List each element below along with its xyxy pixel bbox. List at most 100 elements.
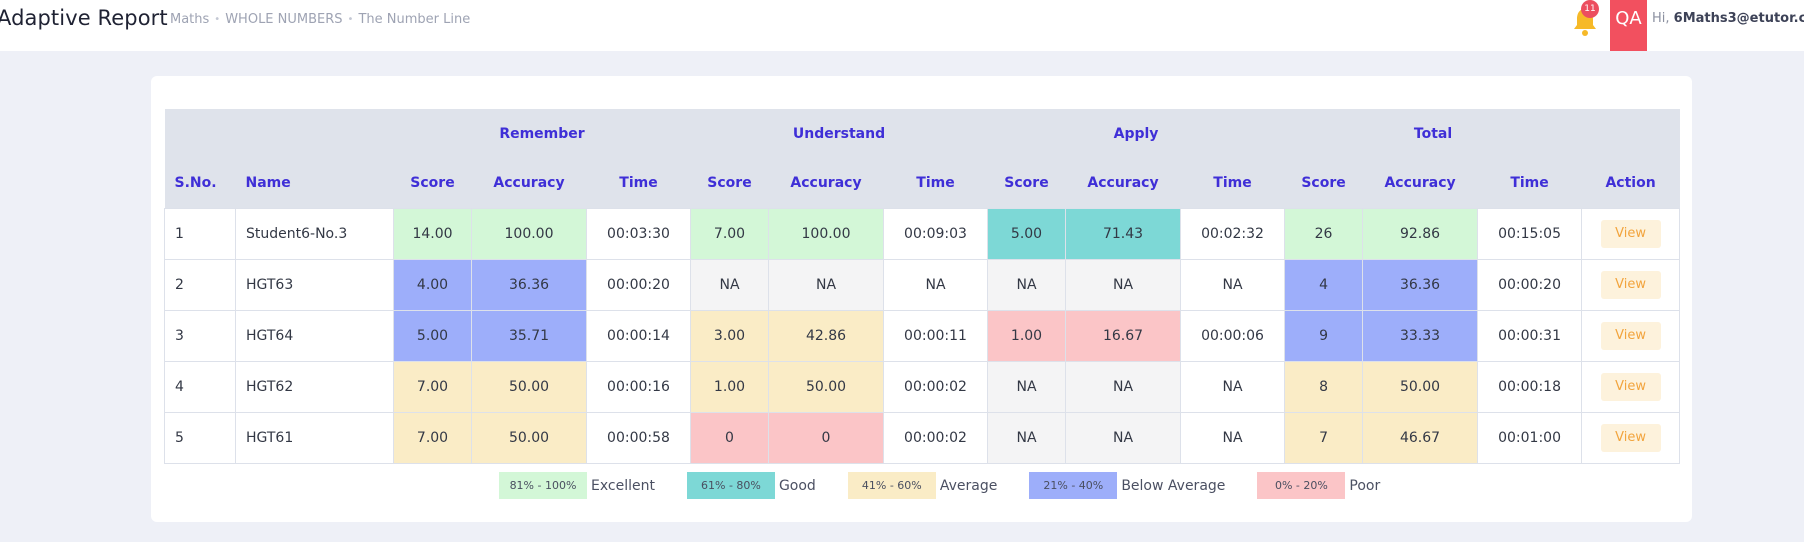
view-button[interactable]: View — [1600, 373, 1661, 401]
column-header-time: Time — [586, 158, 691, 209]
view-button[interactable]: View — [1600, 424, 1661, 452]
notification-badge: 11 — [1581, 0, 1599, 18]
cell-name: HGT62 — [235, 361, 394, 413]
cell-total-score: 4 — [1284, 259, 1364, 311]
cell-remember-score: 5.00 — [393, 310, 472, 362]
cell-apply-time: NA — [1179, 412, 1286, 464]
breadcrumb: Maths • WHOLE NUMBERS • The Number Line — [170, 12, 470, 27]
user-greeting[interactable]: Hi, 6Maths3@etutor.co — [1652, 11, 1804, 26]
cell-understand-time: 00:09:03 — [883, 208, 988, 260]
legend-label: Average — [939, 477, 998, 494]
legend-label: Below Average — [1121, 477, 1226, 494]
group-header-understand: Understand — [690, 109, 988, 158]
cell-apply-accuracy: 71.43 — [1065, 208, 1181, 260]
cell-total-time: 00:00:31 — [1477, 310, 1583, 362]
breadcrumb-separator: • — [347, 14, 354, 25]
column-header-accuracy: Accuracy — [1362, 158, 1478, 209]
cell-total-score: 7 — [1284, 412, 1364, 464]
cell-understand-score: 3.00 — [690, 310, 769, 362]
table-row: 3 HGT64 5.00 35.71 00:00:14 3.00 42.86 0… — [164, 310, 1681, 362]
cell-sno: 1 — [164, 208, 236, 260]
cell-apply-time: 00:00:06 — [1179, 310, 1286, 362]
group-header-blank — [164, 109, 394, 158]
cell-total-score: 8 — [1284, 361, 1364, 413]
cell-total-score: 26 — [1284, 208, 1364, 260]
cell-apply-score: 5.00 — [987, 208, 1066, 260]
cell-name: HGT63 — [235, 259, 394, 311]
cell-understand-score: 7.00 — [690, 208, 769, 260]
breadcrumb-separator: • — [214, 14, 221, 25]
table-row: 2 HGT63 4.00 36.36 00:00:20 NA NA NA NA … — [164, 259, 1681, 311]
column-header-name: Name — [235, 158, 394, 209]
column-header-score: Score — [1284, 158, 1363, 209]
breadcrumb-subject[interactable]: Maths — [170, 12, 210, 27]
cell-remember-score: 7.00 — [393, 412, 472, 464]
cell-remember-accuracy: 50.00 — [471, 361, 587, 413]
cell-total-time: 00:00:18 — [1477, 361, 1583, 413]
cell-total-time: 00:00:20 — [1477, 259, 1583, 311]
cell-remember-score: 7.00 — [393, 361, 472, 413]
group-header-remember: Remember — [393, 109, 691, 158]
page-title: Adaptive Report — [0, 6, 168, 30]
cell-apply-accuracy: NA — [1065, 361, 1181, 413]
cell-understand-accuracy: 50.00 — [768, 361, 884, 413]
legend-item-good: 61% - 80% Good — [686, 472, 816, 499]
cell-total-accuracy: 46.67 — [1362, 412, 1479, 464]
cell-apply-score: NA — [987, 412, 1066, 464]
cell-understand-time: 00:00:02 — [883, 412, 988, 464]
column-header-accuracy: Accuracy — [471, 158, 587, 209]
view-button[interactable]: View — [1600, 322, 1661, 350]
cell-apply-time: NA — [1179, 361, 1286, 413]
column-header-accuracy: Accuracy — [1065, 158, 1181, 209]
cell-remember-time: 00:00:16 — [586, 361, 691, 413]
user-email: 6Maths3@etutor.co — [1673, 11, 1804, 26]
legend-item-below-average: 21% - 40% Below Average — [1029, 472, 1225, 499]
legend-swatch: 81% - 100% — [499, 472, 587, 499]
column-header-action: Action — [1581, 158, 1680, 209]
column-header-score: Score — [393, 158, 472, 209]
legend-swatch: 41% - 60% — [847, 472, 936, 499]
view-button[interactable]: View — [1600, 220, 1661, 248]
legend-swatch: 61% - 80% — [686, 472, 775, 499]
cell-remember-accuracy: 36.36 — [471, 259, 587, 311]
cell-apply-score: NA — [987, 361, 1066, 413]
cell-apply-accuracy: NA — [1065, 412, 1181, 464]
cell-remember-accuracy: 50.00 — [471, 412, 587, 464]
column-header-score: Score — [690, 158, 769, 209]
greeting-prefix: Hi, — [1652, 11, 1670, 26]
column-header-score: Score — [987, 158, 1066, 209]
group-header-row: Remember Understand Apply Total — [164, 109, 1680, 158]
group-header-blank — [1581, 109, 1680, 158]
cell-apply-score: NA — [987, 259, 1066, 311]
cell-total-accuracy: 92.86 — [1362, 208, 1479, 260]
view-button[interactable]: View — [1600, 271, 1661, 299]
cell-name: HGT64 — [235, 310, 394, 362]
avatar[interactable]: QA — [1610, 0, 1647, 51]
cell-remember-time: 00:00:20 — [586, 259, 691, 311]
cell-understand-accuracy: 100.00 — [768, 208, 884, 260]
legend-label: Good — [778, 477, 816, 494]
top-bar: Adaptive Report Maths • WHOLE NUMBERS • The … — [0, 0, 1804, 51]
cell-total-time: 00:01:00 — [1477, 412, 1583, 464]
cell-remember-accuracy: 35.71 — [471, 310, 587, 362]
cell-understand-score: 1.00 — [690, 361, 769, 413]
cell-remember-accuracy: 100.00 — [471, 208, 587, 260]
breadcrumb-chapter[interactable]: WHOLE NUMBERS — [225, 12, 343, 27]
legend-label: Excellent — [591, 477, 655, 494]
cell-total-accuracy: 36.36 — [1362, 259, 1479, 311]
cell-name: HGT61 — [235, 412, 394, 464]
cell-sno: 4 — [164, 361, 236, 413]
cell-total-time: 00:15:05 — [1477, 208, 1583, 260]
group-header-total: Total — [1284, 109, 1582, 158]
cell-understand-time: 00:00:02 — [883, 361, 988, 413]
cell-action: View — [1581, 208, 1681, 260]
table-row: 4 HGT62 7.00 50.00 00:00:16 1.00 50.00 0… — [164, 361, 1681, 413]
cell-understand-accuracy: 42.86 — [768, 310, 884, 362]
cell-remember-time: 00:00:14 — [586, 310, 691, 362]
cell-apply-time: NA — [1179, 259, 1286, 311]
cell-sno: 2 — [164, 259, 236, 311]
legend-label: Poor — [1349, 477, 1381, 494]
legend-item-poor: 0% - 20% Poor — [1257, 472, 1380, 499]
cell-action: View — [1581, 361, 1681, 413]
cell-understand-accuracy: NA — [768, 259, 884, 311]
